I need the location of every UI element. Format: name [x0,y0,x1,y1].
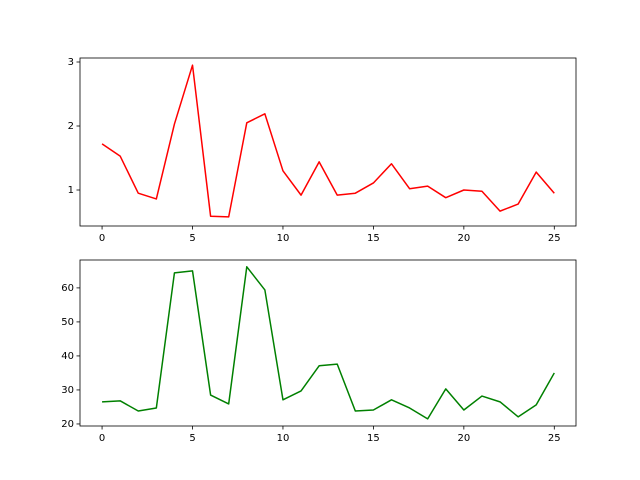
x-tick-label: 10 [277,233,290,244]
x-tick-label: 15 [367,433,380,444]
plot-frame [79,259,577,427]
y-tick-label: 60 [61,283,74,294]
x-tick-label: 25 [548,233,561,244]
x-tick-label: 20 [457,233,470,244]
y-tick-label: 50 [61,317,74,328]
plot-frame [79,57,577,227]
x-tick-label: 10 [277,433,290,444]
y-tick-label: 30 [61,385,74,396]
y-tick-label: 3 [68,57,74,68]
y-tick-label: 20 [61,419,74,430]
x-tick-label: 5 [189,433,195,444]
x-tick-label: 0 [99,433,105,444]
y-tick-label: 40 [61,351,74,362]
series-line [102,266,555,420]
series-line [101,64,555,218]
y-tick-label: 1 [68,185,74,196]
x-tick-label: 0 [99,233,105,244]
x-tick-label: 20 [457,433,470,444]
x-tick-label: 5 [189,233,195,244]
x-tick-label: 25 [548,433,561,444]
x-tick-label: 15 [367,233,380,244]
y-tick-label: 2 [68,121,74,132]
